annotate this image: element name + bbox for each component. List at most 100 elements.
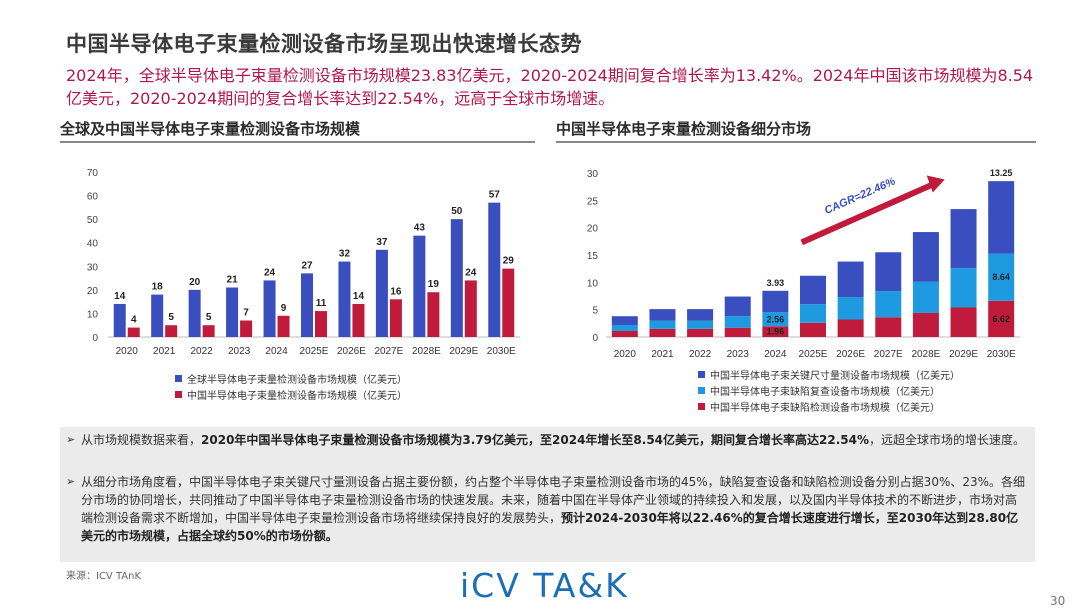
segment-bar-1 <box>912 281 939 313</box>
segment-bar-0 <box>800 322 826 337</box>
segment-bar-2 <box>837 261 864 298</box>
global-bar <box>488 202 501 337</box>
left-y-tick-label: 70 <box>87 168 99 179</box>
left-data-label: 29 <box>503 256 515 267</box>
segment-bar-2 <box>800 275 826 305</box>
right-chart-legend: 中国半导体电子束关键尺寸量测设备市场规模（亿美元） 中国半导体电子束缺陷复查设备… <box>698 366 960 414</box>
global-bar <box>375 249 388 337</box>
left-data-label: 5 <box>168 312 174 323</box>
legend-swatch-defect-review <box>698 386 705 394</box>
left-data-label: 24 <box>264 267 276 278</box>
china-bar <box>240 320 253 337</box>
legend-swatch-defect-inspection <box>698 402 705 410</box>
china-bar <box>352 304 365 337</box>
bullet-2-part-1: 从细分市场角度看，中国半导体电子束关键尺寸量测设备占据主要份额，约占整个半导体电… <box>81 475 1026 525</box>
right-heading-rule <box>556 141 1036 143</box>
left-data-label: 16 <box>390 286 402 297</box>
left-y-tick-label: 20 <box>87 286 99 297</box>
left-data-label: 50 <box>451 206 463 217</box>
segment-bar-0 <box>687 328 714 337</box>
segment-bar-1 <box>724 316 751 328</box>
left-x-tick-label: 2027E <box>374 346 403 357</box>
right-y-tick-label: 0 <box>592 333 598 344</box>
bullet-1-part-3: ，远超全球市场的增长速度。 <box>869 433 1026 447</box>
global-bar <box>263 280 276 337</box>
analysis-bullet-text: 从细分市场角度看，中国半导体电子束关键尺寸量测设备占据主要份额，约占整个半导体电… <box>66 473 1026 545</box>
right-data-label: 13.25 <box>990 168 1013 178</box>
legend-label-defect-inspection: 中国半导体电子束缺陷检测设备市场规模（亿美元） <box>710 402 940 414</box>
analysis-bullet-1: ➢ 从市场规模数据来看，2020年中国半导体电子束量检测设备市场规模为3.79亿… <box>66 431 1026 449</box>
bullet-1-part-2: 2020年中国半导体电子束量检测设备市场规模为3.79亿美元，至2024年增长至… <box>201 433 870 447</box>
left-x-tick-label: 2025E <box>300 346 329 357</box>
china-bar <box>427 292 440 337</box>
segment-bar-0 <box>912 312 939 337</box>
left-data-label: 14 <box>114 291 126 302</box>
china-bar <box>464 280 477 337</box>
analysis-bullet-text: 从市场规模数据来看，2020年中国半导体电子束量检测设备市场规模为3.79亿美元… <box>66 431 1026 449</box>
china-bar <box>202 325 215 337</box>
left-data-label: 20 <box>189 277 201 288</box>
left-data-label: 43 <box>414 223 426 234</box>
segment-bar-1 <box>611 324 638 331</box>
right-x-tick-label: 2024 <box>764 349 787 360</box>
segment-bar-1 <box>875 291 902 318</box>
left-y-tick-label: 0 <box>92 333 98 344</box>
right-chart-heading: 中国半导体电子束量检测设备细分市场 <box>556 120 812 138</box>
left-data-label: 14 <box>353 291 365 302</box>
right-x-tick-label: 2021 <box>651 349 674 360</box>
right-data-label: 8.64 <box>992 272 1010 282</box>
legend-label-china: 中国半导体电子束量检测设备市场规模（亿美元） <box>187 390 407 402</box>
right-data-label: 3.93 <box>767 278 785 288</box>
legend-item-china: 中国半导体电子束量检测设备市场规模（亿美元） <box>175 386 407 402</box>
page-title: 中国半导体电子束量检测设备市场呈现出快速增长态势 <box>66 32 582 56</box>
global-bar <box>301 273 313 337</box>
global-bar <box>113 304 126 337</box>
segment-bar-0 <box>611 330 638 337</box>
right-data-label: 1.96 <box>767 327 785 337</box>
segment-bar-0 <box>724 327 751 337</box>
segment-bar-2 <box>649 309 676 321</box>
segment-bar-2 <box>912 232 939 282</box>
legend-label-global: 全球半导体电子束量检测设备市场规模（亿美元） <box>187 374 407 386</box>
right-x-tick-label: 2023 <box>727 349 750 360</box>
right-x-tick-label: 2026E <box>836 349 865 360</box>
legend-swatch-global <box>175 374 182 382</box>
global-bar <box>413 235 426 337</box>
left-data-label: 32 <box>339 249 351 260</box>
left-x-tick-label: 2023 <box>228 346 251 357</box>
segment-bar-1 <box>762 312 789 327</box>
segment-bar-0 <box>988 300 1015 337</box>
segment-bar-2 <box>988 181 1015 254</box>
cagr-arrow-shaft <box>800 180 936 246</box>
global-bar <box>226 287 239 337</box>
bullet-2-part-2: 预计2024-2030年将以22.46%的复合增长速度进行增长，至2030年达到… <box>81 511 1019 543</box>
source-note: 来源：ICV TAnK <box>66 571 142 582</box>
left-data-label: 11 <box>316 298 327 309</box>
right-y-tick-label: 15 <box>587 251 599 262</box>
segment-bar-2 <box>875 252 902 292</box>
segment-bar-1 <box>950 268 977 308</box>
left-chart-legend: 全球半导体电子束量检测设备市场规模（亿美元） 中国半导体电子束量检测设备市场规模… <box>175 370 407 402</box>
segment-bar-2 <box>611 316 638 325</box>
bullet-1-part-1: 从市场规模数据来看， <box>81 433 202 447</box>
right-y-tick-label: 30 <box>587 169 599 180</box>
left-data-label: 24 <box>465 267 477 278</box>
segment-bar-0 <box>875 317 902 337</box>
left-data-label: 7 <box>243 308 249 319</box>
left-data-label: 27 <box>301 260 313 271</box>
right-x-tick-label: 2029E <box>949 349 978 360</box>
segment-bar-1 <box>687 320 714 329</box>
left-data-label: 9 <box>281 303 287 314</box>
global-bar <box>450 219 463 337</box>
right-x-tick-label: 2028E <box>911 349 940 360</box>
right-y-tick-label: 5 <box>592 306 598 317</box>
brand-logo: iCV TA&K <box>460 566 629 605</box>
segment-bar-2 <box>687 309 714 321</box>
legend-item-cd-metrology: 中国半导体电子束关键尺寸量测设备市场规模（亿美元） <box>698 366 960 382</box>
legend-label-defect-review: 中国半导体电子束缺陷复查设备市场规模（亿美元） <box>710 386 940 398</box>
analysis-box: ➢ 从市场规模数据来看，2020年中国半导体电子束量检测设备市场规模为3.79亿… <box>60 427 1035 562</box>
legend-item-global: 全球半导体电子束量检测设备市场规模（亿美元） <box>175 370 407 386</box>
segment-bar-0 <box>950 307 977 337</box>
